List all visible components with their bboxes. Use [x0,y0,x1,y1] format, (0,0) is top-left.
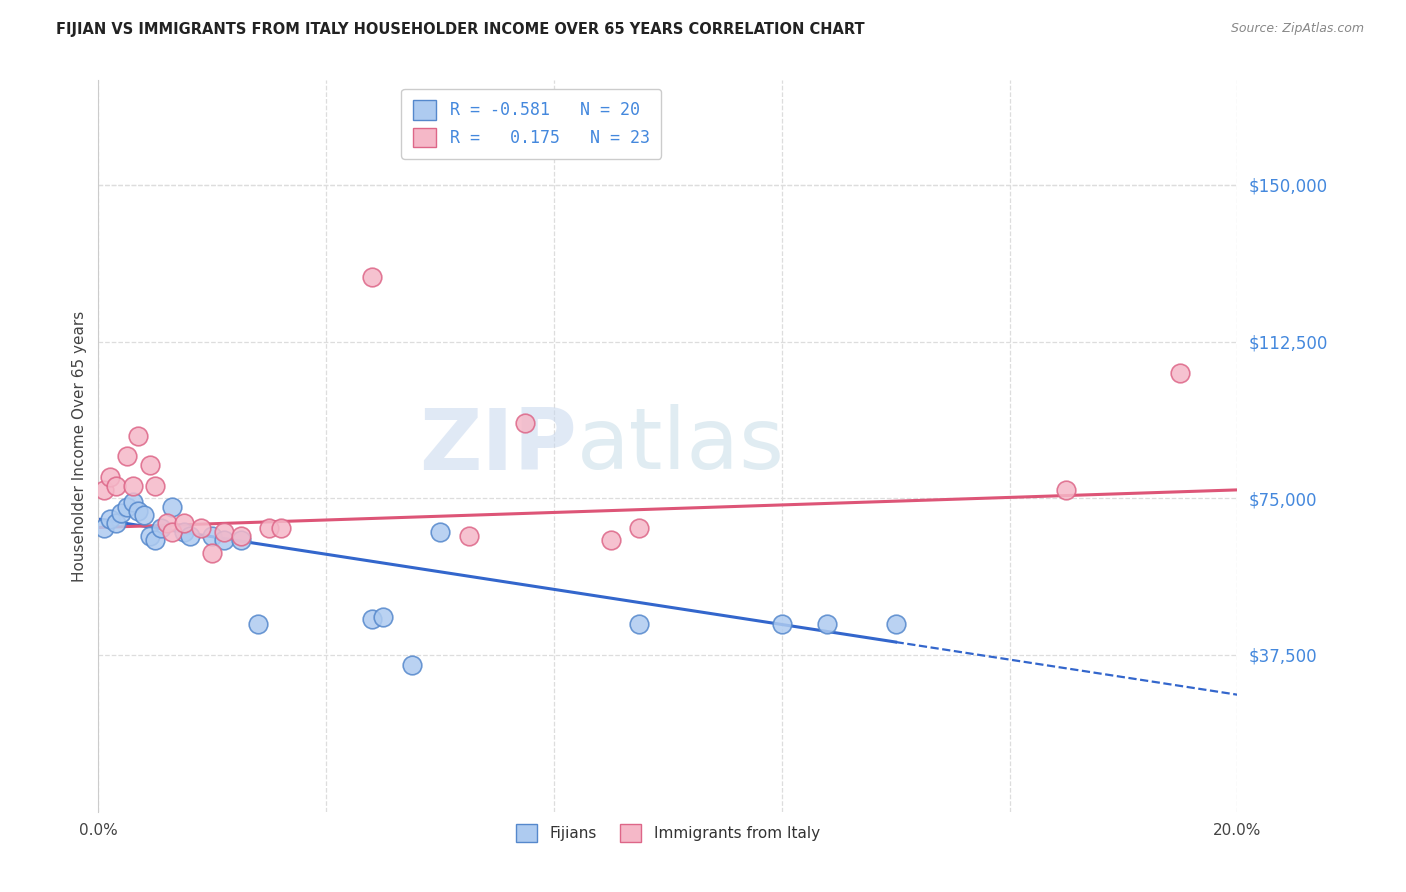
Point [104,516,127,531]
Point [145,479,167,493]
Point [98,470,121,484]
Point [173,516,195,531]
Point [884,616,907,631]
Text: FIJIAN VS IMMIGRANTS FROM ITALY HOUSEHOLDER INCOME OVER 65 YEARS CORRELATION CHA: FIJIAN VS IMMIGRANTS FROM ITALY HOUSEHOL… [56,22,865,37]
Point [457,529,479,543]
Point [212,524,235,539]
Point [110,506,132,520]
Point [121,479,143,493]
Point [270,520,292,534]
Point [93,483,115,497]
Point [162,524,184,539]
Text: ZIP: ZIP [419,404,576,488]
Legend: Fijians, Immigrants from Italy: Fijians, Immigrants from Italy [510,818,825,848]
Point [628,616,651,631]
Point [145,533,167,547]
Point [815,616,838,631]
Point [127,504,149,518]
Point [121,495,143,509]
Point [190,520,212,534]
Point [138,458,160,472]
Point [770,616,793,631]
Text: Source: ZipAtlas.com: Source: ZipAtlas.com [1230,22,1364,36]
Point [173,524,195,539]
Y-axis label: Householder Income Over 65 years: Householder Income Over 65 years [72,310,87,582]
Point [229,533,252,547]
Point [162,500,184,514]
Point [93,520,115,534]
Point [201,545,224,559]
Point [156,516,179,531]
Point [246,616,269,631]
Point [259,520,281,534]
Point [1056,483,1078,497]
Point [115,500,138,514]
Point [600,533,623,547]
Point [150,520,173,534]
Point [127,428,149,442]
Point [201,529,224,543]
Point [179,529,201,543]
Point [138,529,160,543]
Point [429,524,451,539]
Point [628,520,651,534]
Point [229,529,252,543]
Point [115,450,138,464]
Point [98,512,121,526]
Point [401,658,423,673]
Point [360,269,382,284]
Point [132,508,155,522]
Point [360,612,382,626]
Point [515,416,537,430]
Point [1170,366,1192,380]
Text: atlas: atlas [576,404,785,488]
Point [104,479,127,493]
Point [373,610,395,624]
Point [212,533,235,547]
